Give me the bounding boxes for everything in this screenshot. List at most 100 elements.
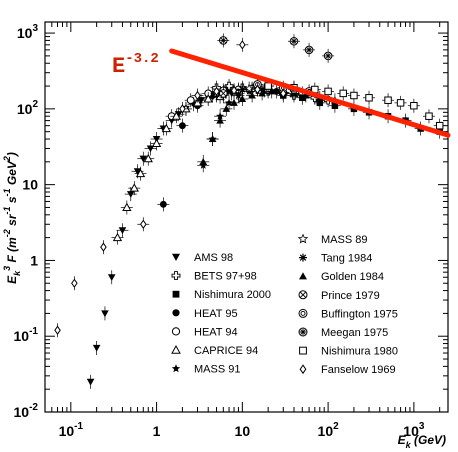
data-point bbox=[135, 168, 146, 178]
data-point bbox=[194, 90, 201, 101]
data-point bbox=[54, 325, 61, 335]
data-point bbox=[92, 344, 101, 352]
legend-label: Buffington 1975 bbox=[321, 308, 398, 320]
legend-label: Nishimura 1980 bbox=[321, 346, 398, 358]
legend-label: Prince 1979 bbox=[321, 290, 380, 302]
legend-marker bbox=[299, 272, 307, 280]
legend-label: Fanselow 1969 bbox=[321, 364, 396, 376]
annotation-exponent: -3.2 bbox=[125, 51, 159, 67]
data-point bbox=[230, 99, 238, 106]
legend-label: Nishimura 2000 bbox=[194, 289, 271, 301]
x-tick-label: 1 bbox=[153, 423, 161, 439]
data-point bbox=[425, 112, 433, 120]
data-point bbox=[299, 94, 306, 102]
data-point bbox=[384, 96, 392, 104]
data-point bbox=[350, 91, 358, 100]
data-point bbox=[244, 83, 255, 93]
legend-marker bbox=[299, 328, 307, 336]
legend-marker bbox=[300, 310, 306, 316]
data-point bbox=[435, 121, 444, 130]
data-point bbox=[107, 274, 116, 282]
series bbox=[217, 33, 335, 63]
x-axis-label: Ek (GeV) bbox=[398, 433, 446, 450]
x-tick-labels: 10-1 1 10 102 103 bbox=[59, 421, 425, 439]
data-point bbox=[325, 52, 332, 59]
x-tick-label: 10 bbox=[235, 423, 251, 439]
legend-label: Golden 1984 bbox=[321, 271, 384, 283]
data-point bbox=[258, 89, 266, 97]
legend-marker bbox=[171, 271, 181, 281]
data-point bbox=[213, 86, 220, 97]
y-tick-label: 1 bbox=[30, 252, 38, 268]
data-point bbox=[208, 135, 217, 143]
legend-marker bbox=[299, 364, 307, 375]
data-point bbox=[234, 91, 243, 99]
data-point bbox=[222, 105, 231, 112]
legend-marker bbox=[171, 344, 181, 354]
data-point bbox=[86, 378, 95, 386]
data-point bbox=[129, 183, 139, 192]
y-tick-label: 102 bbox=[17, 99, 39, 117]
y-axis-label: Ek3 F (m-2 sr-1 s-1 GeV2) bbox=[2, 152, 22, 284]
legend-right: MASS 89 Tang 1984 Golden 1984 Prince 1979 Bu… bbox=[297, 233, 398, 376]
data-point bbox=[126, 191, 135, 198]
data-point bbox=[171, 111, 181, 120]
data-point bbox=[238, 95, 247, 103]
data-point bbox=[139, 155, 148, 163]
series bbox=[262, 79, 446, 133]
data-point bbox=[203, 94, 213, 103]
data-point bbox=[267, 87, 276, 95]
data-point bbox=[339, 89, 347, 98]
legend-label: AMS 98 bbox=[194, 252, 233, 264]
y-tick-label: 103 bbox=[17, 23, 39, 41]
data-point bbox=[264, 82, 272, 90]
legend-label: HEAT 94 bbox=[194, 326, 238, 338]
legend-marker bbox=[171, 364, 181, 373]
power-law-line bbox=[169, 48, 451, 138]
data-point bbox=[146, 145, 155, 153]
legend-label: MASS 91 bbox=[194, 364, 240, 376]
data-point bbox=[254, 84, 261, 95]
legend-label: BETS 97+98 bbox=[194, 271, 257, 283]
x-tick-label: 10-1 bbox=[59, 421, 84, 439]
series bbox=[54, 37, 290, 338]
legend-label: HEAT 95 bbox=[194, 308, 238, 320]
data-point bbox=[239, 40, 246, 50]
data-point bbox=[302, 91, 310, 99]
data-point bbox=[100, 242, 107, 252]
data-point bbox=[290, 38, 298, 45]
data-point bbox=[112, 232, 123, 242]
data-point bbox=[238, 85, 247, 94]
legend-marker bbox=[171, 327, 181, 336]
legend-marker bbox=[299, 291, 307, 298]
data-point bbox=[101, 310, 109, 318]
data-point bbox=[248, 91, 256, 99]
data-point bbox=[159, 200, 167, 208]
x-tick-label: 103 bbox=[403, 421, 425, 439]
data-point bbox=[279, 88, 287, 99]
y-tick-label: 10-1 bbox=[14, 326, 39, 344]
data-point bbox=[220, 37, 227, 44]
legend-label: MASS 89 bbox=[321, 234, 367, 246]
data-point bbox=[230, 85, 238, 96]
data-point bbox=[179, 104, 186, 114]
legend-marker bbox=[299, 346, 307, 355]
annotation-base: E bbox=[112, 54, 125, 79]
legend-marker bbox=[172, 253, 180, 261]
data-point bbox=[225, 98, 233, 107]
annotation-label: E-3.2 bbox=[112, 51, 159, 79]
data-point bbox=[140, 219, 147, 229]
legend-marker bbox=[172, 309, 180, 317]
data-point bbox=[199, 158, 208, 165]
legend-marker bbox=[299, 253, 307, 262]
x-tick-label: 102 bbox=[318, 421, 340, 439]
y-tick-label: 10-2 bbox=[14, 402, 39, 420]
y-tick-label: 10 bbox=[22, 177, 38, 193]
data-point bbox=[365, 94, 373, 102]
data-point bbox=[133, 168, 142, 176]
data-point bbox=[306, 46, 313, 53]
legend-marker bbox=[297, 233, 309, 244]
y-tick-labels: 10-2 10-1 1 10 102 103 bbox=[14, 23, 39, 420]
legend-label: CAPRICE 94 bbox=[194, 345, 258, 357]
